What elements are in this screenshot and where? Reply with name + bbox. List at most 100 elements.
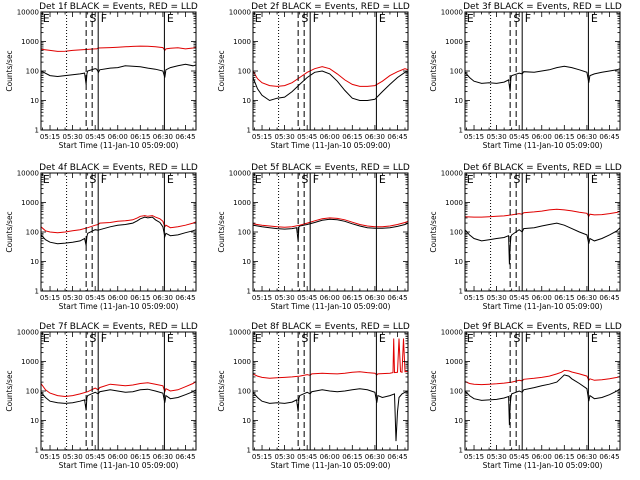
x-axis: 05:15 05:30 05:45 06:00 06:15 06:30 06:45Start… [40, 173, 196, 311]
y-tick-label: 1 [247, 288, 251, 296]
series-line-lld [253, 217, 408, 228]
x-tick-label: 06:30 [577, 133, 597, 141]
marker-label-e: E [167, 332, 174, 345]
marker-label-e: E [43, 332, 50, 345]
y-axis-label: Counts/sec [217, 50, 226, 91]
marker-label-e: E [255, 173, 262, 186]
x-axis: 05:15 05:30 05:45 06:00 06:15 06:30 06:45Start… [40, 12, 196, 150]
x-tick-label: 06:45 [175, 133, 195, 141]
x-tick-label: 06:45 [599, 294, 619, 302]
y-tick-label: 100 [26, 229, 39, 237]
y-tick-label: 1000 [21, 38, 39, 46]
y-tick-label: 1 [459, 288, 463, 296]
x-tick-label: 06:00 [108, 294, 128, 302]
x-tick-label: 06:15 [554, 294, 574, 302]
panel-title: Det 3f BLACK = Events, RED = LLD [463, 2, 622, 12]
x-tick-label: 06:45 [175, 453, 195, 461]
series-line-events [253, 388, 408, 442]
x-tick-label: 06:30 [365, 294, 385, 302]
x-tick-label: 05:30 [63, 453, 83, 461]
series-line-events [253, 70, 408, 102]
x-tick-label: 06:00 [532, 453, 552, 461]
x-tick-label: 05:45 [509, 133, 529, 141]
marker-label-e: E [255, 332, 262, 345]
y-tick-label: 10000 [229, 9, 251, 17]
marker-label-s: S [301, 12, 308, 25]
marker-label-s: S [89, 12, 96, 25]
series-line-events [253, 218, 408, 241]
y-tick-label: 10000 [17, 9, 39, 17]
y-tick-label: 1 [459, 447, 463, 455]
marker-label-s: S [513, 12, 520, 25]
y-tick-label: 1000 [445, 38, 463, 46]
y-tick-label: 10 [242, 97, 251, 105]
marker-label-e: E [591, 173, 598, 186]
x-axis-label: Start Time (11-Jan-10 05:09:00) [59, 461, 179, 470]
y-tick-label: 100 [238, 229, 251, 237]
marker-label-f: F [101, 173, 107, 186]
marker-label-f: F [101, 12, 107, 25]
y-tick-label: 10 [242, 258, 251, 266]
marker-label-e: E [591, 12, 598, 25]
y-tick-label: 10 [454, 258, 463, 266]
y-axis-label: Counts/sec [5, 50, 14, 91]
panel-title: Det 4f BLACK = Events, RED = LLD [39, 163, 198, 173]
x-tick-label: 06:30 [153, 133, 173, 141]
x-axis: 05:15 05:30 05:45 06:00 06:15 06:30 06:45Start… [252, 12, 408, 150]
y-tick-label: 10000 [229, 170, 251, 178]
marker-label-e: E [379, 12, 386, 25]
marker-label-f: F [525, 12, 531, 25]
x-tick-label: 05:30 [487, 294, 507, 302]
marker-label-f: F [313, 173, 319, 186]
y-axis-label: Counts/sec [5, 370, 14, 411]
panel-title: Det 6f BLACK = Events, RED = LLD [463, 163, 622, 173]
y-tick-label: 10 [30, 97, 39, 105]
x-tick-label: 05:45 [509, 453, 529, 461]
marker-label-f: F [525, 332, 531, 345]
x-tick-label: 06:30 [577, 453, 597, 461]
y-tick-label: 100 [450, 388, 463, 396]
y-tick-label: 10000 [17, 170, 39, 178]
y-tick-label: 10 [30, 258, 39, 266]
series-line-lld [41, 45, 196, 52]
marker-label-e: E [379, 332, 386, 345]
x-tick-label: 05:30 [63, 133, 83, 141]
x-axis: 05:15 05:30 05:45 06:00 06:15 06:30 06:45Start… [464, 332, 620, 470]
y-tick-label: 1000 [21, 199, 39, 207]
x-tick-label: 06:45 [387, 133, 407, 141]
x-axis-label: Start Time (11-Jan-10 05:09:00) [59, 141, 179, 150]
marker-label-e: E [467, 173, 474, 186]
y-axis: 1 10 100 1000 10000 Counts/sec [5, 329, 196, 455]
panel-title: Det 9f BLACK = Events, RED = LLD [463, 322, 622, 332]
x-tick-label: 05:30 [275, 294, 295, 302]
x-tick-label: 06:00 [532, 294, 552, 302]
y-tick-label: 1000 [233, 358, 251, 366]
marker-label-s: S [301, 332, 308, 345]
x-tick-label: 06:00 [320, 133, 340, 141]
y-tick-label: 1000 [445, 199, 463, 207]
marker-label-e: E [167, 173, 174, 186]
panel-title: Det 8f BLACK = Events, RED = LLD [251, 322, 410, 332]
x-tick-label: 05:45 [85, 133, 105, 141]
marker-label-e: E [467, 332, 474, 345]
y-tick-label: 10000 [441, 329, 463, 337]
series-line-lld [465, 369, 620, 386]
marker-label-e: E [43, 173, 50, 186]
x-tick-label: 05:30 [487, 453, 507, 461]
marker-label-s: S [513, 173, 520, 186]
marker-label-f: F [101, 332, 107, 345]
x-tick-label: 05:45 [509, 294, 529, 302]
marker-label-e: E [167, 12, 174, 25]
y-tick-label: 100 [26, 388, 39, 396]
marker-label-e: E [591, 332, 598, 345]
series-line-lld [41, 381, 196, 398]
x-tick-label: 06:45 [387, 453, 407, 461]
x-tick-label: 06:30 [365, 453, 385, 461]
